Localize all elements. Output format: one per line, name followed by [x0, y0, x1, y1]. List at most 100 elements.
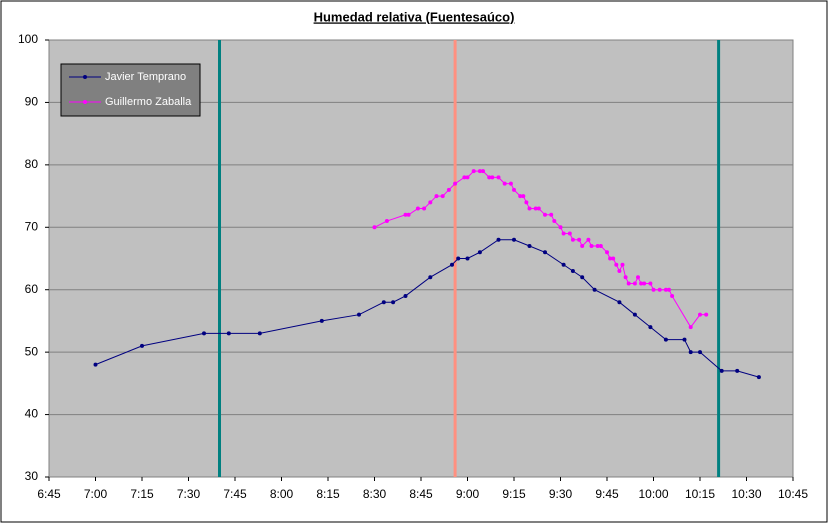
data-point	[543, 250, 547, 255]
data-point	[496, 175, 501, 180]
y-tick-label: 100	[18, 32, 38, 46]
data-point	[406, 212, 411, 217]
legend-marker	[83, 100, 87, 104]
data-point	[456, 256, 461, 261]
data-point	[462, 175, 467, 180]
data-point	[446, 187, 451, 192]
data-point	[496, 237, 501, 242]
data-point	[592, 287, 597, 292]
data-point	[521, 194, 526, 199]
x-tick-label: 6:45	[37, 487, 61, 501]
data-point	[487, 175, 492, 180]
x-tick-label: 7:30	[177, 487, 201, 501]
data-point	[617, 300, 622, 305]
data-point	[533, 206, 538, 211]
x-tick-label: 8:30	[363, 487, 387, 501]
data-point	[527, 206, 532, 211]
data-point	[667, 287, 671, 292]
data-point	[428, 275, 433, 280]
data-point	[623, 275, 628, 280]
data-point	[698, 312, 702, 317]
data-point	[471, 169, 476, 174]
data-point	[202, 331, 206, 336]
data-point	[639, 281, 644, 286]
data-point	[422, 206, 427, 211]
marks	[93, 40, 761, 477]
data-point	[372, 225, 377, 230]
chart-title: Humedad relativa (Fuentesaúco)	[314, 9, 515, 24]
data-point	[477, 250, 482, 255]
legend-marker	[83, 75, 87, 79]
data-point	[617, 268, 622, 273]
y-tick-label: 30	[25, 469, 39, 483]
data-point	[381, 300, 386, 305]
data-point	[670, 293, 675, 298]
data-point	[648, 281, 653, 286]
data-point	[620, 262, 625, 267]
data-point	[558, 225, 563, 230]
data-point	[577, 237, 582, 242]
data-point	[226, 331, 231, 336]
data-point	[403, 293, 408, 298]
x-tick-label: 10:15	[685, 487, 715, 501]
x-tick-label: 7:00	[84, 487, 108, 501]
data-point	[403, 212, 408, 217]
data-point	[257, 331, 262, 336]
data-point	[453, 181, 458, 186]
legend-label: Javier Temprano	[105, 71, 186, 83]
data-point	[663, 337, 668, 342]
x-tick-label: 7:15	[130, 487, 154, 501]
y-tick-label: 50	[25, 344, 39, 358]
data-point	[512, 187, 516, 192]
x-tick-label: 9:45	[595, 487, 619, 501]
data-point	[756, 375, 761, 380]
data-point	[642, 281, 647, 286]
data-point	[605, 250, 609, 255]
data-point	[450, 262, 454, 267]
data-point	[490, 175, 495, 180]
data-point	[608, 256, 613, 261]
data-point	[586, 237, 591, 242]
x-tick-label: 8:00	[270, 487, 294, 501]
data-point	[704, 312, 709, 317]
data-point	[481, 169, 485, 174]
y-tick-label: 80	[25, 157, 39, 171]
legend-items: Javier Temprano Guillermo Zaballa	[69, 71, 192, 108]
data-point	[536, 206, 541, 211]
data-point	[698, 350, 702, 355]
data-point	[543, 212, 547, 217]
data-point	[595, 244, 600, 249]
x-tick-label: 9:30	[549, 487, 573, 501]
y-tick-label: 60	[25, 282, 39, 296]
data-point	[391, 300, 396, 305]
data-point	[434, 194, 439, 199]
data-point	[614, 262, 619, 267]
data-point	[502, 181, 507, 186]
x-tick-label: 9:00	[456, 487, 480, 501]
data-point	[598, 244, 603, 249]
data-point	[561, 231, 566, 236]
data-point	[561, 262, 566, 267]
data-point	[570, 268, 575, 273]
data-point	[93, 362, 98, 367]
data-point	[440, 194, 445, 199]
data-point	[524, 200, 529, 205]
data-point	[688, 325, 693, 330]
data-point	[570, 237, 575, 242]
data-point	[632, 281, 637, 286]
data-point	[567, 231, 572, 236]
data-point	[477, 169, 482, 174]
data-point	[632, 312, 637, 317]
data-point	[518, 194, 523, 199]
data-point	[508, 181, 513, 186]
data-point	[580, 244, 585, 249]
data-point	[651, 287, 656, 292]
x-tick-label: 10:45	[778, 487, 808, 501]
data-point	[688, 350, 693, 355]
data-point	[735, 368, 740, 373]
data-point	[140, 343, 144, 348]
data-point	[384, 219, 389, 224]
data-point	[626, 281, 631, 286]
data-point	[319, 318, 324, 323]
